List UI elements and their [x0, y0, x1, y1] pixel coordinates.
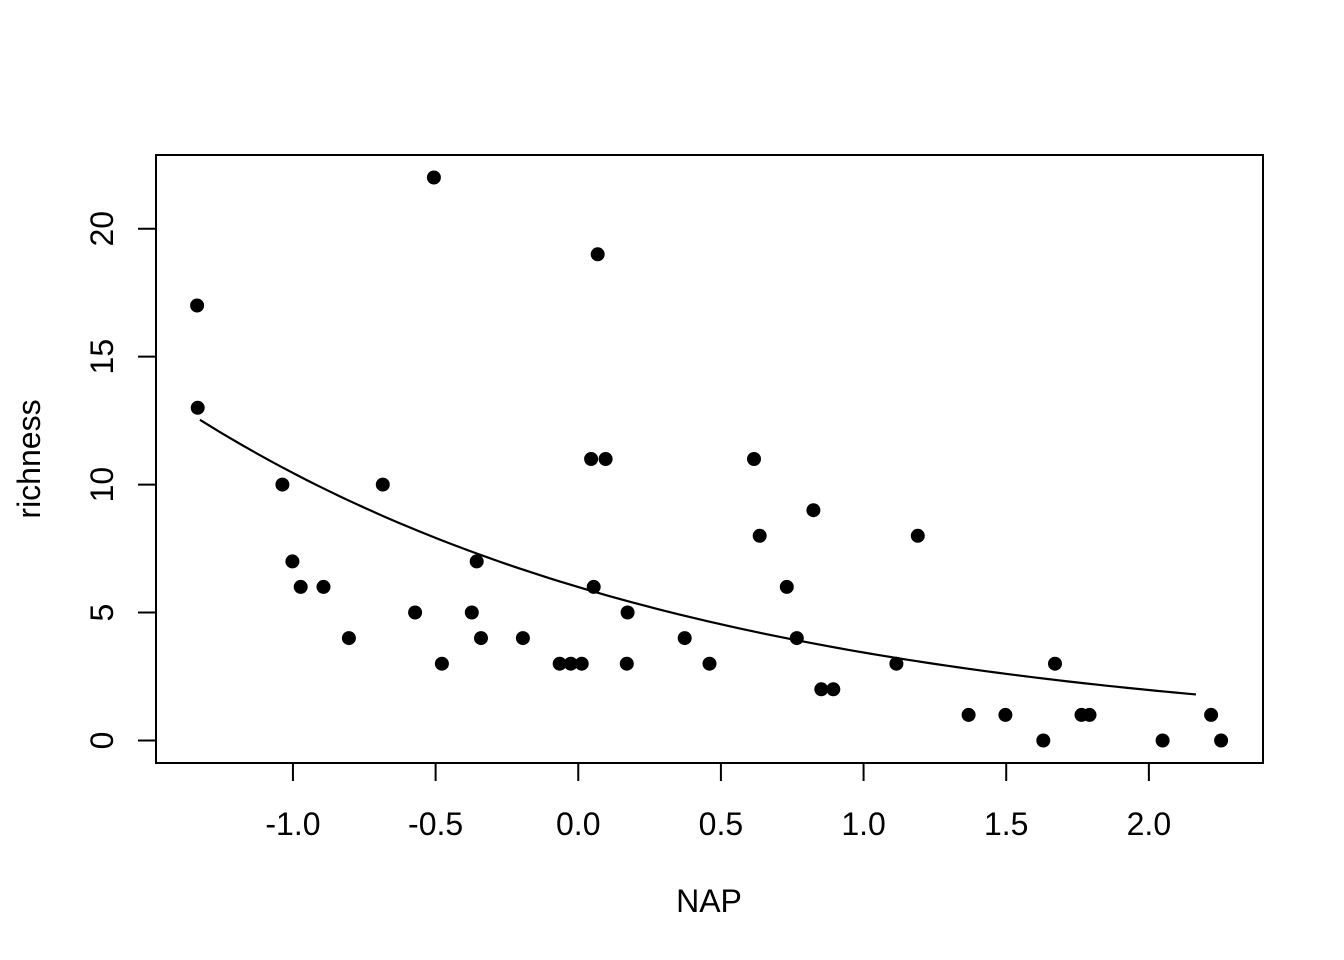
data-point — [375, 477, 390, 492]
data-point — [190, 298, 205, 313]
x-tick-label: 0.5 — [699, 806, 743, 842]
data-point — [1082, 707, 1097, 722]
y-axis-ticks: 0 5 10 15 20 — [84, 211, 156, 749]
data-point — [190, 400, 205, 415]
data-point — [464, 605, 479, 620]
data-point — [1155, 733, 1170, 748]
data-point — [408, 605, 423, 620]
data-point — [469, 554, 484, 569]
data-point — [747, 452, 761, 466]
data-point — [434, 656, 449, 671]
fit-curve — [199, 418, 1197, 696]
data-point — [590, 247, 605, 262]
x-tick-label: 1.0 — [841, 806, 885, 842]
data-point — [552, 656, 567, 671]
x-tick-label: -0.5 — [408, 806, 463, 842]
data-point — [779, 579, 794, 594]
x-tick-label: -1.0 — [265, 806, 320, 842]
data-point — [515, 631, 530, 646]
data-point — [814, 682, 829, 697]
data-point — [474, 631, 488, 646]
data-point — [677, 631, 692, 646]
data-point — [1214, 733, 1229, 748]
data-point — [998, 707, 1013, 722]
data-point — [1204, 707, 1219, 722]
data-point — [598, 452, 613, 466]
data-point — [619, 656, 634, 671]
y-tick-label: 5 — [84, 604, 120, 622]
data-point — [806, 503, 821, 518]
data-points — [190, 170, 1229, 748]
x-tick-label: 2.0 — [1127, 806, 1171, 842]
data-point — [584, 452, 599, 466]
data-point — [426, 170, 441, 185]
data-point — [889, 656, 904, 671]
data-point — [826, 682, 841, 697]
y-tick-label: 15 — [84, 339, 120, 375]
y-tick-label: 10 — [84, 467, 120, 503]
x-axis-ticks: -1.0 -0.5 0.0 0.5 1.0 1.5 2.0 — [265, 763, 1171, 842]
plot-box — [155, 154, 1264, 764]
data-point — [961, 707, 976, 722]
data-point — [752, 528, 767, 543]
data-point — [563, 656, 578, 671]
data-point — [574, 656, 589, 671]
data-point — [1036, 733, 1051, 748]
data-point — [316, 579, 331, 594]
data-point — [789, 631, 804, 646]
data-point — [702, 656, 717, 671]
data-point — [275, 477, 290, 492]
data-point — [910, 528, 925, 543]
data-point — [293, 579, 308, 594]
data-point — [620, 605, 635, 620]
x-axis-title: NAP — [676, 883, 742, 919]
y-tick-label: 20 — [84, 211, 120, 247]
data-point — [341, 631, 356, 646]
y-tick-label: 0 — [84, 732, 120, 750]
data-point — [586, 579, 601, 594]
data-point — [1048, 656, 1062, 671]
x-tick-label: 1.5 — [984, 806, 1028, 842]
y-axis-title: richness — [11, 399, 47, 518]
data-point — [285, 554, 300, 569]
x-tick-label: 0.0 — [556, 806, 600, 842]
